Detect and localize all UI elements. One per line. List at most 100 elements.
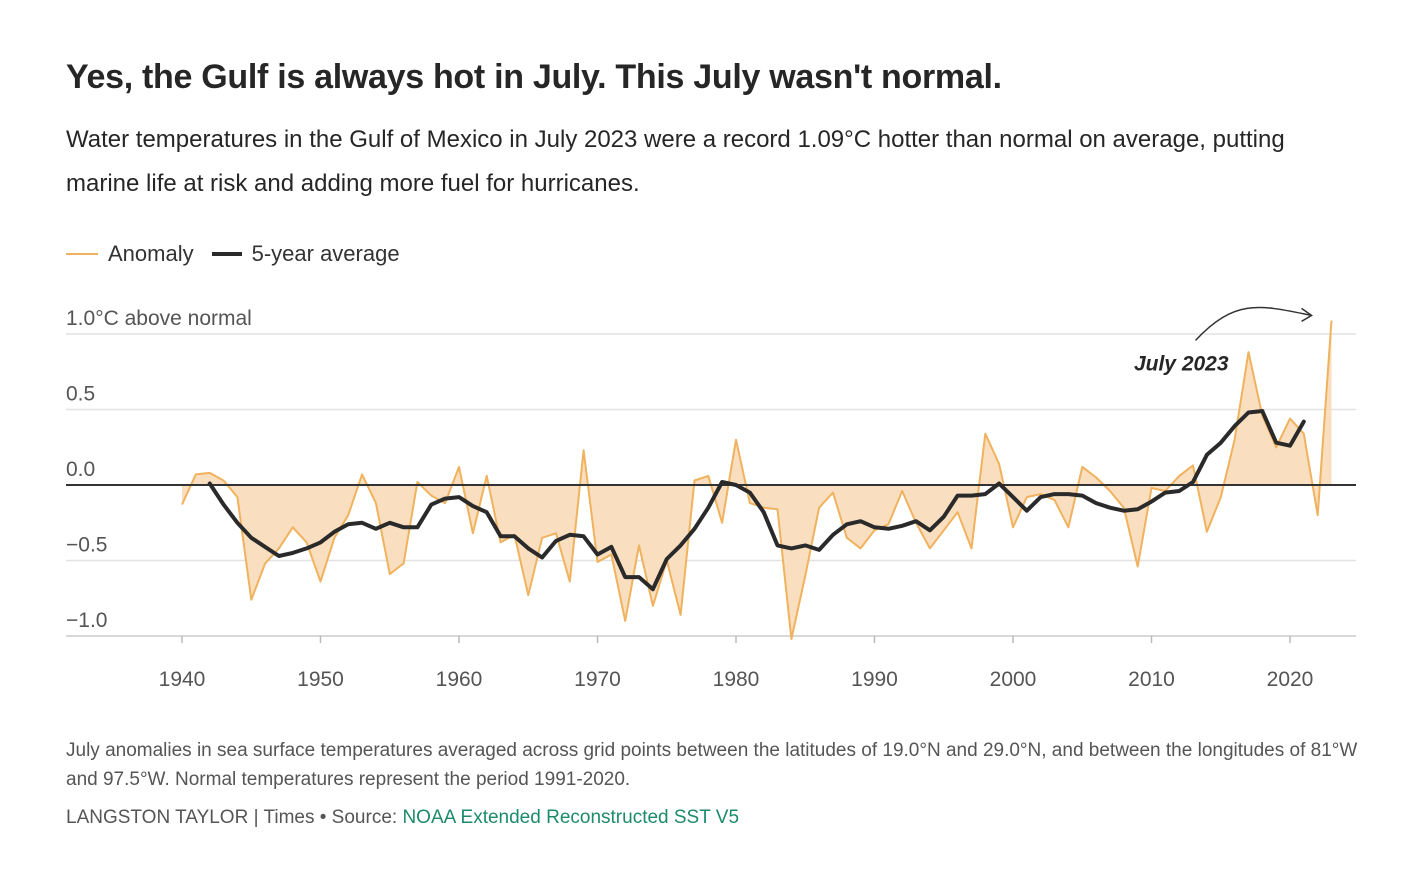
anomaly-point (553, 530, 559, 536)
average-point (885, 526, 891, 532)
anomaly-point (207, 470, 213, 476)
anomaly-point (775, 506, 781, 512)
anomaly-point (595, 559, 601, 565)
y-tick-label: −0.5 (66, 534, 107, 557)
anomaly-point (221, 477, 227, 483)
x-tick-label: 1960 (436, 668, 483, 691)
anomaly-point (622, 618, 628, 624)
anomaly-point (581, 447, 587, 453)
average-point (539, 554, 545, 560)
anomaly-point (290, 524, 296, 530)
anomaly-point (1218, 494, 1224, 500)
average-point (844, 521, 850, 527)
anomaly-point (1079, 464, 1085, 470)
anomaly-point (401, 561, 407, 567)
anomaly-point (830, 490, 836, 496)
anomaly-point (373, 500, 379, 506)
chart: 1.0°C above normal 0.5 0.0 −0.5 −1.0 1940 1950… (66, 306, 1356, 691)
page-title: Yes, the Gulf is always hot in July. Thi… (66, 58, 1002, 96)
x-tick-label: 2000 (990, 668, 1037, 691)
average-point (1024, 508, 1030, 514)
anomaly-point (1065, 524, 1071, 530)
average-point (872, 524, 878, 530)
anomaly-point (179, 502, 185, 508)
x-tick-label: 1970 (574, 668, 621, 691)
average-point (816, 547, 822, 553)
average-point (678, 542, 684, 548)
average-point (1245, 410, 1251, 416)
anomaly-point (927, 545, 933, 551)
x-tick-label: 1990 (851, 668, 898, 691)
average-point (387, 520, 393, 526)
average-point (359, 520, 365, 526)
annotation-arrow (1195, 306, 1312, 341)
average-point (1149, 499, 1155, 505)
average-point (996, 480, 1002, 486)
credit-line: LANGSTON TAYLOR | Times • Source: NOAA E… (66, 804, 739, 832)
average-point (1010, 494, 1016, 500)
average-line (207, 409, 1306, 592)
average-point (1162, 490, 1168, 496)
anomaly-point (484, 473, 490, 479)
average-point (318, 539, 324, 545)
average-point (207, 480, 213, 486)
average-point (248, 535, 254, 541)
anomaly-point (1135, 564, 1141, 570)
average-point (899, 523, 905, 529)
anomaly-point (802, 573, 808, 579)
average-point (401, 524, 407, 530)
average-point (553, 538, 559, 544)
average-point (498, 533, 504, 539)
x-tick-label: 2020 (1267, 668, 1314, 691)
anomaly-point (387, 571, 393, 577)
source-link[interactable]: NOAA Extended Reconstructed SST V5 (402, 807, 740, 828)
average-point (1190, 479, 1196, 485)
average-point (858, 518, 864, 524)
average-point (650, 586, 656, 592)
average-point (1052, 491, 1058, 497)
anomaly-point (498, 539, 504, 545)
anomaly-point (733, 437, 739, 443)
average-point (622, 574, 628, 580)
average-point (719, 479, 725, 485)
x-tick-label: 1950 (297, 668, 344, 691)
average-point (830, 532, 836, 538)
average-point (927, 527, 933, 533)
x-tick-label: 2010 (1128, 668, 1175, 691)
anomaly-point (1093, 474, 1099, 480)
anomaly-point (248, 597, 254, 603)
average-point (1204, 452, 1210, 458)
anomaly-point (1245, 349, 1251, 355)
subtitle: Water temperatures in the Gulf of Mexico… (66, 126, 1285, 197)
average-point (304, 545, 310, 551)
average-point (331, 529, 337, 535)
anomaly-point (899, 488, 905, 494)
anomaly-point (719, 520, 725, 526)
average-point (276, 553, 282, 559)
anomaly-point (470, 530, 476, 536)
average-point (733, 482, 739, 488)
average-point (775, 542, 781, 548)
average-point (1121, 508, 1127, 514)
anomaly-point (1204, 529, 1210, 535)
anomaly-point (1232, 437, 1238, 443)
average-point (761, 509, 767, 515)
anomaly-point (1107, 488, 1113, 494)
anomaly-point (1052, 497, 1058, 503)
y-tick-label: −1.0 (66, 609, 107, 632)
anomaly-point (428, 493, 434, 499)
anomaly-point (705, 473, 711, 479)
anomaly-point (1024, 494, 1030, 500)
anomaly-point (858, 545, 864, 551)
anomaly-point (1301, 431, 1307, 437)
anomaly-point (1315, 512, 1321, 518)
legend-label-average: 5-year average (251, 241, 400, 266)
x-tick-label: 1980 (713, 668, 760, 691)
anomaly-point (678, 612, 684, 618)
average-swatch-icon (211, 252, 242, 256)
anomaly-point (276, 545, 282, 551)
average-point (955, 493, 961, 499)
average-point (234, 520, 240, 526)
average-point (705, 505, 711, 511)
anomaly-point (1190, 462, 1196, 468)
